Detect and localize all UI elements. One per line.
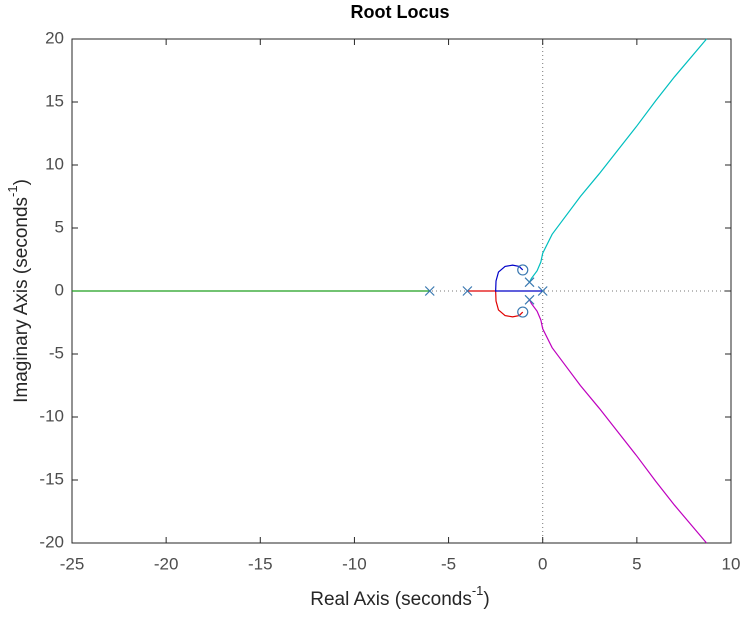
- locus-branch: [495, 264, 543, 292]
- y-tick-label: 5: [55, 217, 64, 236]
- x-tick-label: 10: [722, 554, 741, 573]
- y-label-text: Imaginary Axis (seconds: [11, 197, 32, 403]
- x-tick-label: -25: [60, 554, 85, 573]
- x-label-suffix: ): [483, 589, 489, 610]
- y-tick-label: -20: [39, 532, 64, 551]
- locus-branch: [528, 299, 707, 544]
- y-label-suffix: ): [11, 179, 32, 185]
- x-tick-label: -10: [342, 554, 367, 573]
- y-label-sup: -1: [5, 185, 20, 197]
- pole-marker: [462, 286, 473, 296]
- x-label-text: Real Axis (seconds: [310, 589, 472, 610]
- locus-branch: [528, 38, 707, 283]
- chart-title: Root Locus: [351, 2, 450, 22]
- y-tick-label: 0: [55, 280, 64, 299]
- x-tick-label: -5: [441, 554, 456, 573]
- y-tick-label: -10: [39, 406, 64, 425]
- x-axis-label: Real Axis (seconds-1): [310, 583, 489, 610]
- y-tick-label: 20: [45, 28, 64, 47]
- x-tick-label: 0: [538, 554, 547, 573]
- pole-marker: [537, 286, 548, 296]
- locus-branch: [467, 290, 524, 318]
- zero-marker: [517, 264, 529, 276]
- y-tick-label: 15: [45, 91, 64, 110]
- y-axis-label: Imaginary Axis (seconds-1): [5, 179, 32, 403]
- y-tick-label: -15: [39, 469, 64, 488]
- zero-marker: [517, 306, 529, 318]
- y-tick-label: 10: [45, 154, 64, 173]
- pole-marker: [524, 277, 535, 288]
- x-tick-label: -15: [248, 554, 273, 573]
- x-tick-label: -20: [154, 554, 179, 573]
- x-tick-label: 5: [632, 554, 641, 573]
- pole-marker: [424, 286, 435, 296]
- x-label-sup: -1: [472, 583, 484, 598]
- y-tick-label: -5: [49, 343, 64, 362]
- pole-marker: [524, 294, 535, 305]
